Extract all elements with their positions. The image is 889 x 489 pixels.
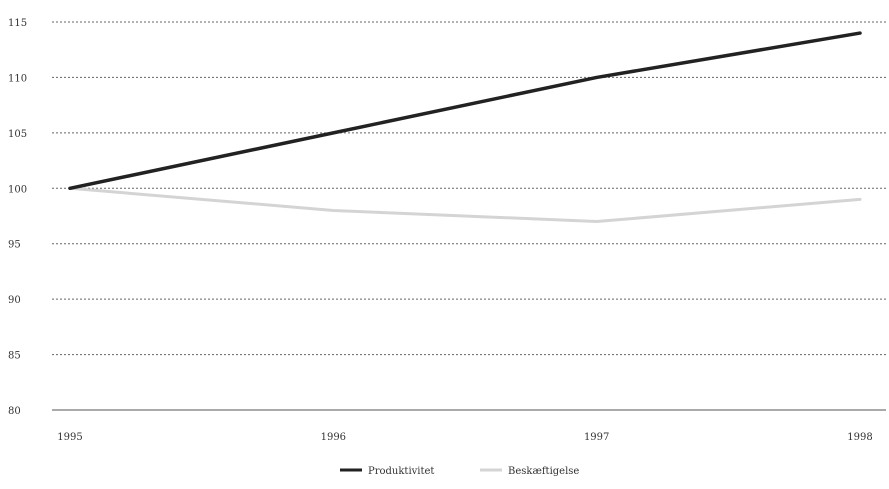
y-tick-label: 95 <box>8 240 21 251</box>
legend-label: Beskæftigelse <box>508 466 579 477</box>
series-line-produktivitet <box>70 33 860 188</box>
y-tick-label: 105 <box>8 129 27 140</box>
y-tick-label: 100 <box>8 184 27 195</box>
y-tick-label: 90 <box>8 295 21 306</box>
series-line-beskæftigelse <box>70 188 860 221</box>
legend-label: Produktivitet <box>368 466 434 477</box>
y-tick-label: 85 <box>8 351 21 362</box>
y-tick-label: 80 <box>8 406 21 417</box>
x-tick-label: 1996 <box>321 432 346 443</box>
x-tick-label: 1998 <box>847 432 872 443</box>
x-tick-label: 1997 <box>584 432 609 443</box>
y-tick-label: 115 <box>8 18 27 29</box>
x-tick-label: 1995 <box>57 432 82 443</box>
y-tick-label: 110 <box>8 73 27 84</box>
